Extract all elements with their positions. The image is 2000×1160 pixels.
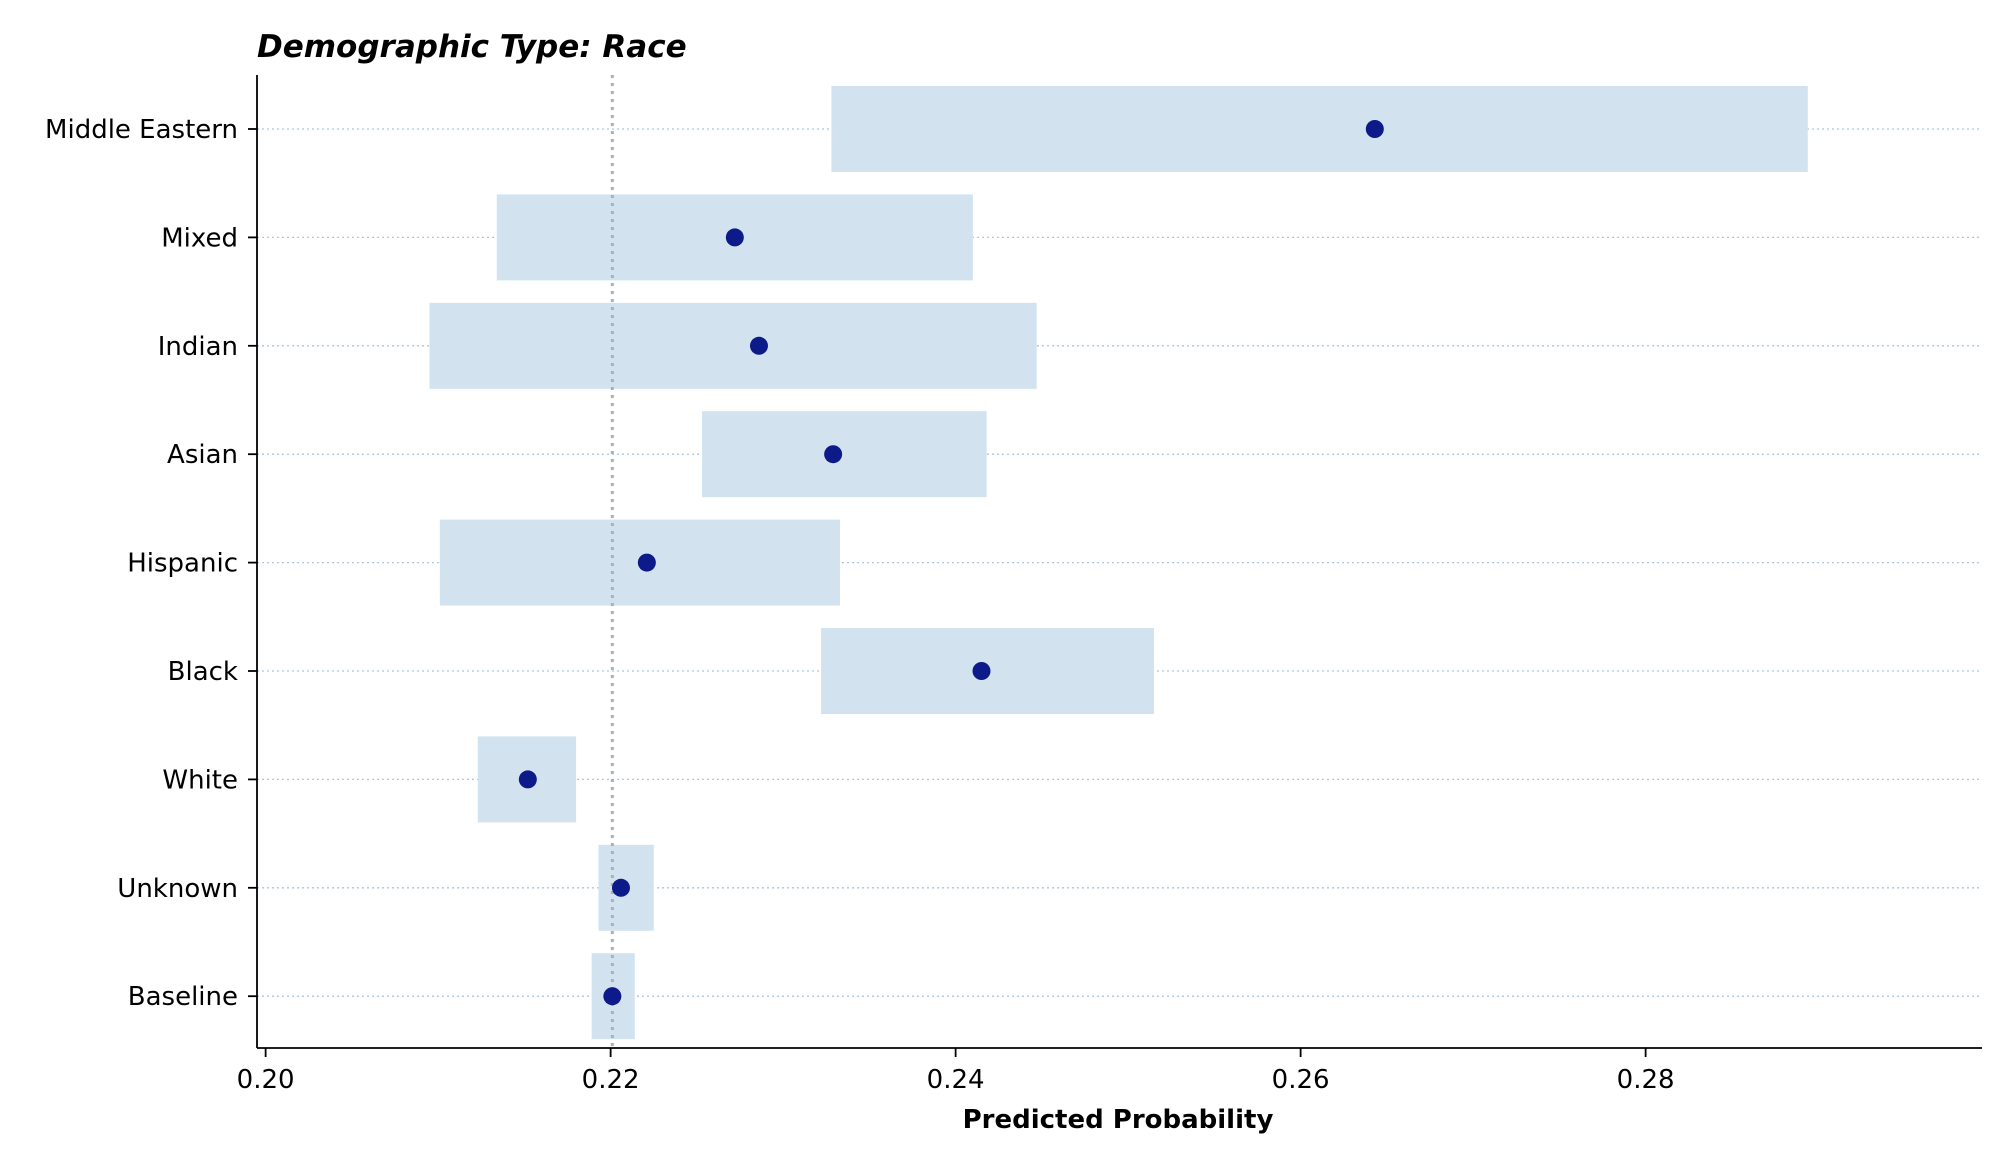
y-tick-label-asian: Asian bbox=[167, 440, 238, 470]
point-middle-eastern bbox=[1365, 120, 1384, 138]
point-mixed bbox=[725, 228, 744, 247]
y-tick-label-hispanic: Hispanic bbox=[127, 549, 238, 579]
point-white bbox=[518, 770, 537, 789]
y-tick-label-white: White bbox=[162, 765, 238, 795]
y-tick-label-baseline: Baseline bbox=[128, 982, 238, 1012]
x-tick-label-2: 0.24 bbox=[927, 1065, 985, 1095]
x-tick-label-4: 0.28 bbox=[1617, 1065, 1675, 1095]
y-tick-label-middle-eastern: Middle Eastern bbox=[45, 115, 238, 145]
point-hispanic bbox=[637, 553, 656, 572]
x-tick-label-1: 0.22 bbox=[582, 1065, 640, 1095]
x-tick-labels: 0.20 0.22 0.24 0.26 0.28 bbox=[237, 1048, 1675, 1095]
ci-band-asian bbox=[702, 411, 987, 498]
point-black bbox=[972, 662, 991, 680]
point-unknown bbox=[611, 878, 630, 897]
y-tick-label-unknown: Unknown bbox=[117, 874, 238, 904]
y-tick-label-black: Black bbox=[168, 657, 238, 687]
point-estimates bbox=[518, 120, 1384, 1006]
y-tick-labels: Middle Eastern Mixed Indian Asian Hispanic Bl… bbox=[45, 115, 257, 1012]
x-axis-label: Predicted Probability bbox=[963, 1105, 1274, 1135]
x-tick-label-0: 0.20 bbox=[237, 1065, 295, 1095]
ci-band-middle-eastern bbox=[831, 86, 1808, 172]
y-tick-label-indian: Indian bbox=[158, 332, 238, 362]
chart-title: Demographic Type: Race bbox=[257, 29, 687, 65]
y-tick-label-mixed: Mixed bbox=[161, 223, 238, 253]
point-baseline bbox=[603, 987, 622, 1006]
point-indian bbox=[749, 336, 768, 355]
ci-band-indian bbox=[429, 302, 1037, 389]
point-asian bbox=[824, 445, 843, 464]
x-tick-label-3: 0.26 bbox=[1272, 1065, 1330, 1095]
